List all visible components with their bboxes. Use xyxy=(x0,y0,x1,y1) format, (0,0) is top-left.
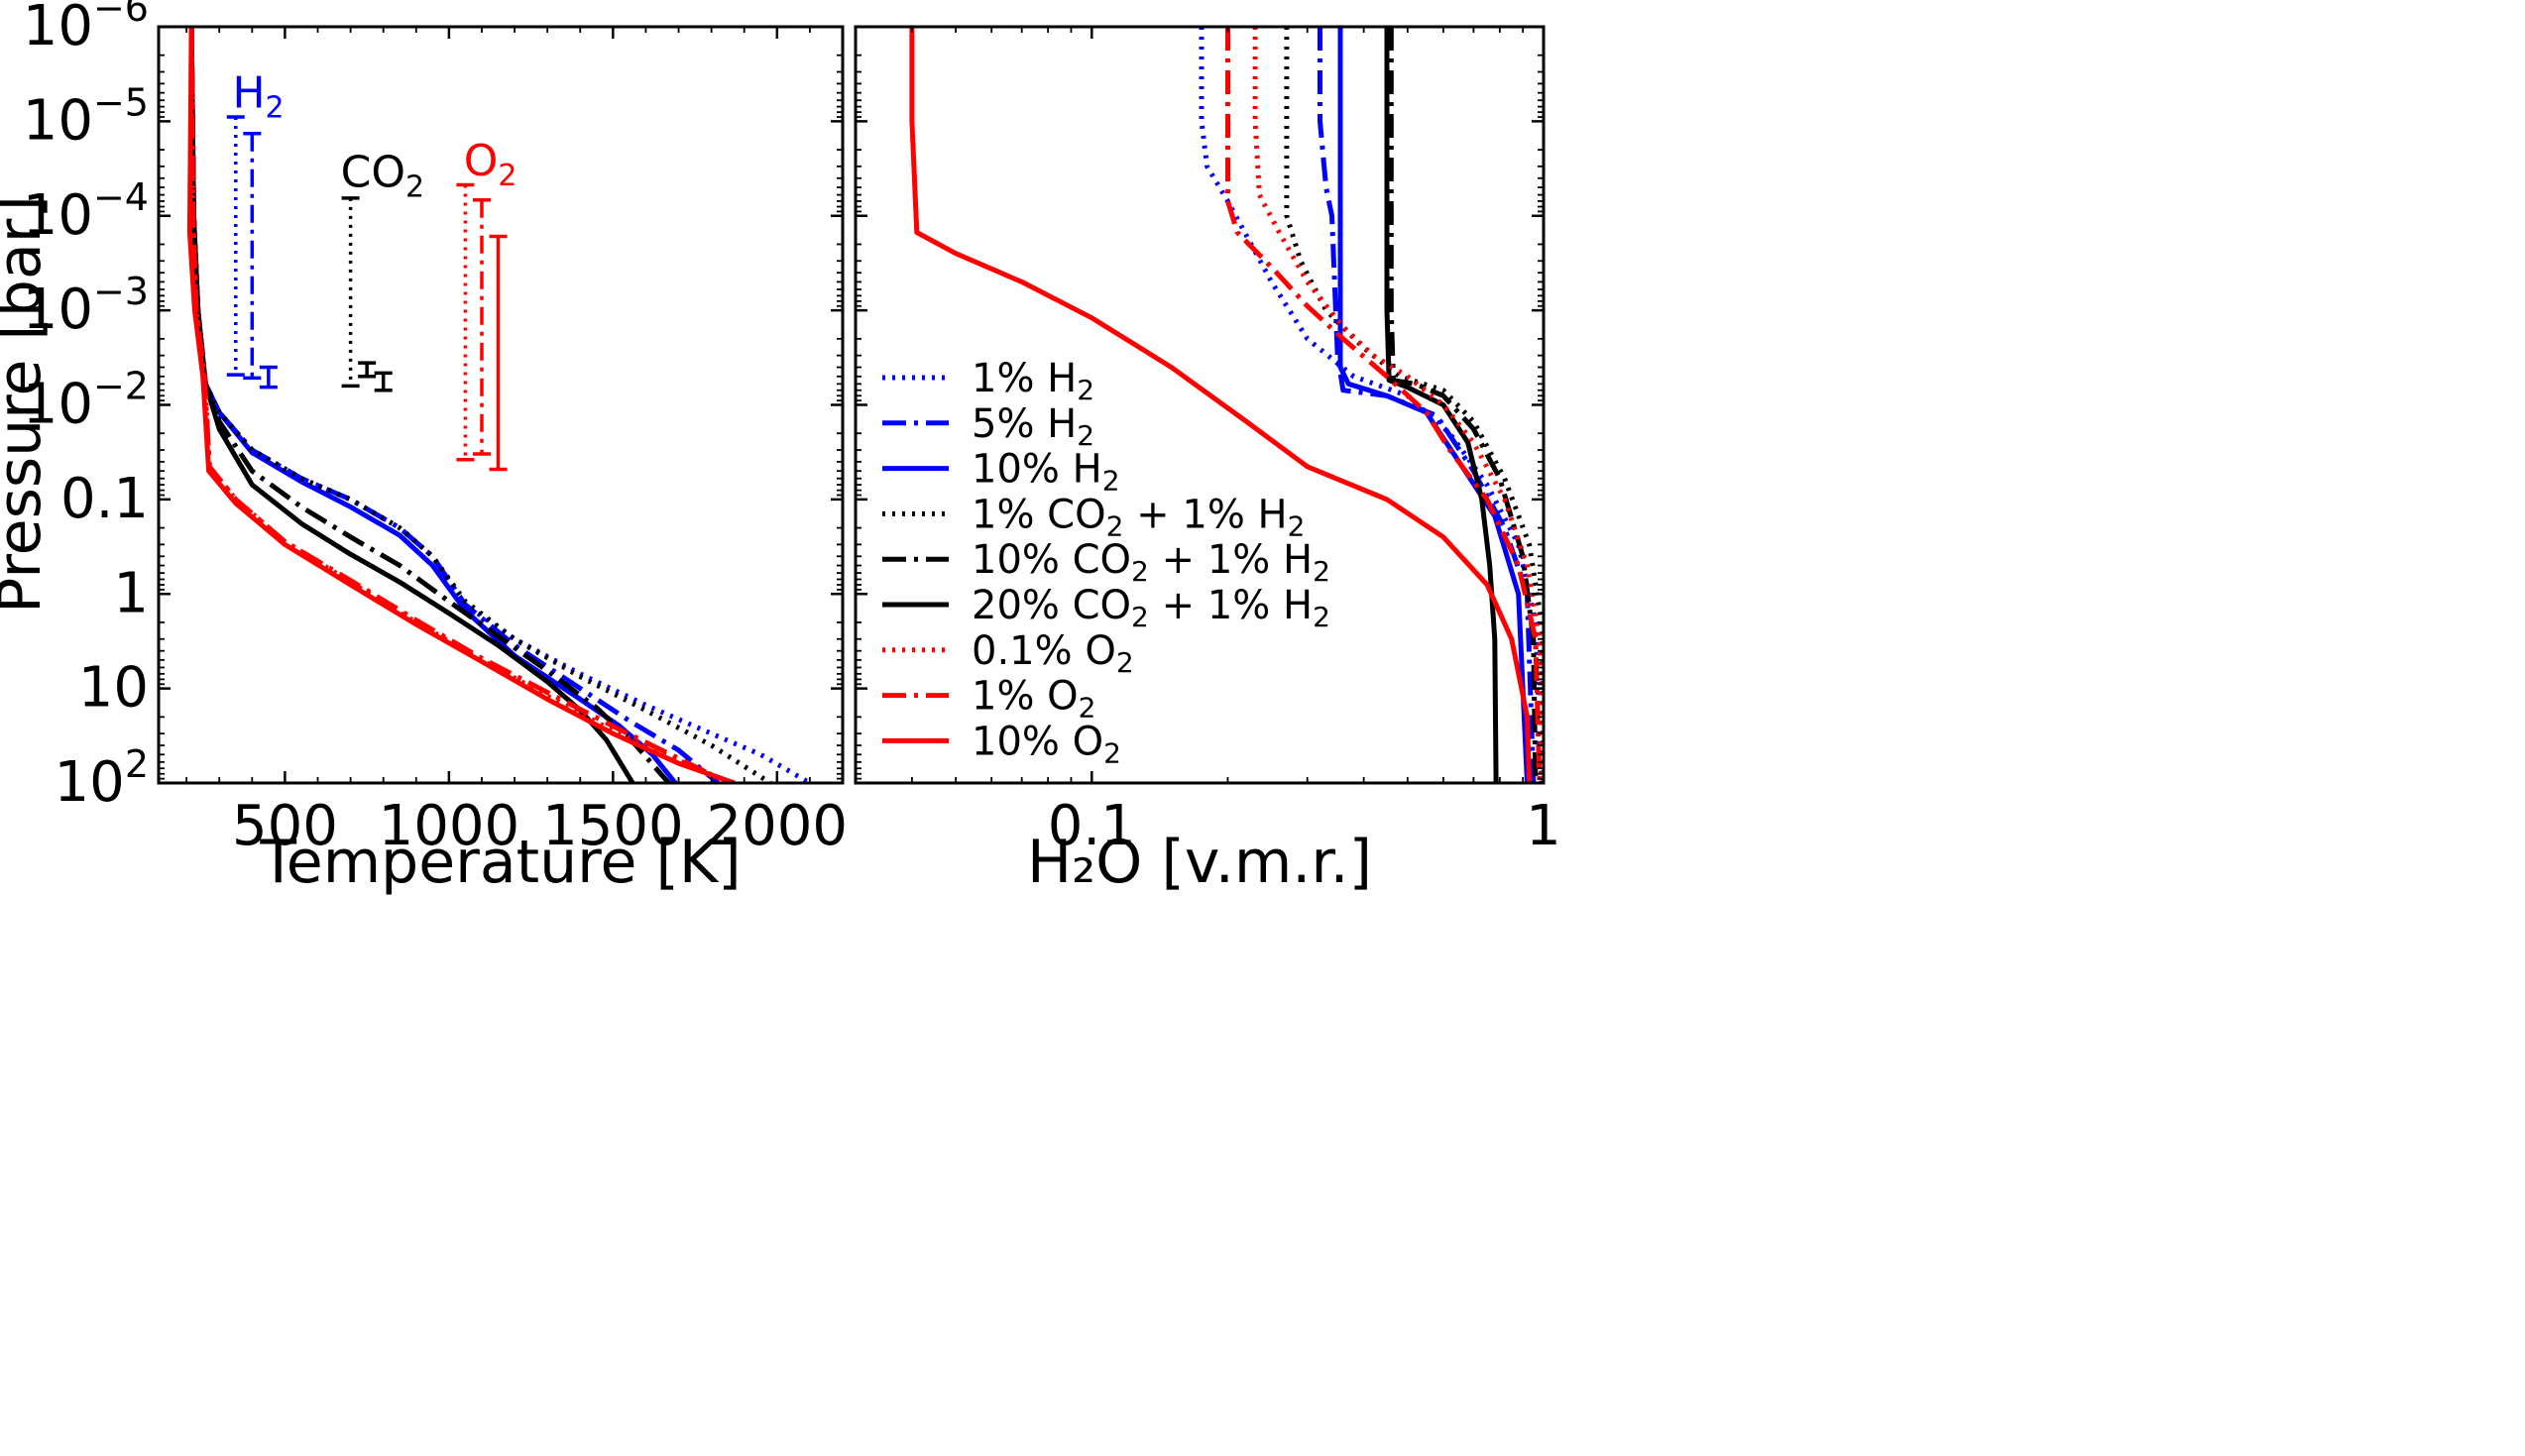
x-tick-label: 2000 xyxy=(707,794,849,858)
series-line-8 xyxy=(909,27,1533,783)
error-bar-4 xyxy=(358,361,377,379)
series-group xyxy=(909,27,1544,783)
legend-label: 20% CO2 + 1% H2 xyxy=(972,583,1330,633)
x-tick-label: 1 xyxy=(1526,794,1561,858)
legend-label: 10% CO2 + 1% H2 xyxy=(972,537,1330,588)
series-group xyxy=(186,27,812,783)
legend-label: 1% CO2 + 1% H2 xyxy=(972,492,1305,542)
legend-entry-7: 1% O2 xyxy=(882,674,1095,725)
legend-label: 5% H2 xyxy=(972,401,1094,452)
legend-label: 0.1% O2 xyxy=(972,628,1134,679)
annotation-label-1: CO2 xyxy=(341,148,424,205)
series-line-3 xyxy=(1284,27,1544,783)
right-x-axis-label: H₂O [v.m.r.] xyxy=(1027,828,1372,897)
legend-label: 1% H2 xyxy=(972,356,1094,406)
annotation-label-0: H2 xyxy=(232,67,284,125)
y-tick-label: 102 xyxy=(55,742,149,815)
legend-entry-5: 20% CO2 + 1% H2 xyxy=(882,583,1330,633)
x-tick-label: 0.1 xyxy=(1048,794,1136,858)
x-tick-label: 500 xyxy=(232,794,338,858)
series-line-8 xyxy=(186,27,736,783)
annotation-label-2: O2 xyxy=(464,136,517,193)
legend-entry-1: 5% H2 xyxy=(882,401,1094,452)
error-bar-6 xyxy=(456,182,475,462)
left-panel: H2 CO2 O2 10−6 10−5 10−4 10−3 10−2 0.1 1 10 102 500 1… xyxy=(0,0,848,897)
legend-label: 1% O2 xyxy=(972,674,1095,725)
legend-entry-6: 0.1% O2 xyxy=(882,628,1134,679)
series-line-4 xyxy=(1388,27,1539,783)
error-bar-5 xyxy=(374,371,393,392)
series-line-7 xyxy=(1225,27,1543,783)
series-line-6 xyxy=(1252,27,1544,783)
series-line-5 xyxy=(1384,27,1499,783)
y-tick-label: 10−3 xyxy=(23,270,149,342)
legend-entry-8: 10% O2 xyxy=(882,719,1121,769)
x-tick-label: 1500 xyxy=(542,794,684,858)
legend-label: 10% H2 xyxy=(972,447,1120,498)
error-bar-8 xyxy=(489,234,508,472)
y-tick-label: 1 xyxy=(113,561,149,625)
y-tick-label: 10−4 xyxy=(23,175,149,248)
right-panel: 0.1 1 H₂O [v.m.r.] xyxy=(854,25,1561,897)
error-bar-1 xyxy=(243,132,262,381)
error-bar-3 xyxy=(341,196,360,389)
legend-entry-4: 10% CO2 + 1% H2 xyxy=(882,537,1330,588)
left-x-axis-label: Temperature [K] xyxy=(259,828,741,897)
error-bar-2 xyxy=(259,365,278,390)
y-tick-label: 10−5 xyxy=(23,80,149,153)
y-tick-label: 10−2 xyxy=(23,365,149,437)
error-bar-0 xyxy=(226,115,245,377)
legend-label: 10% O2 xyxy=(972,719,1121,769)
legend-entry-0: 1% H2 xyxy=(882,356,1094,406)
legend-entry-3: 1% CO2 + 1% H2 xyxy=(882,492,1305,542)
legend-entry-2: 10% H2 xyxy=(882,447,1120,498)
x-tick-label: 1000 xyxy=(379,794,520,858)
y-axis-label: Pressure [bar] xyxy=(0,195,55,614)
y-tick-label: 10 xyxy=(78,656,149,721)
error-bar-7 xyxy=(472,198,491,456)
y-tick-label: 10−6 xyxy=(23,0,149,58)
series-line-0 xyxy=(1199,27,1544,783)
y-tick-label: 0.1 xyxy=(60,467,149,531)
series-line-1 xyxy=(1318,27,1537,783)
